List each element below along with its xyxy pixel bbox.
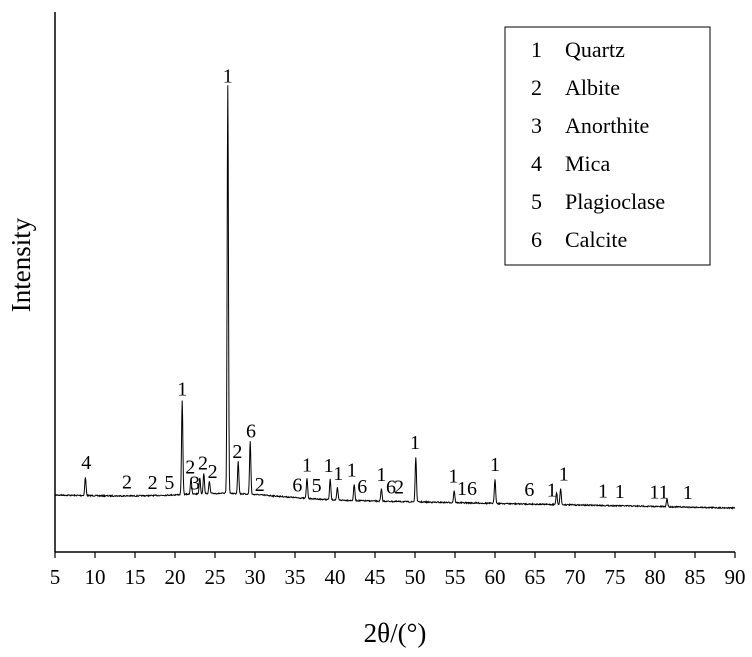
x-ticks: 5 10 15 20 25 30 35 40 45 50 55 60 65 70 75 80 85 90	[50, 552, 746, 589]
peak-label: 1	[410, 432, 420, 454]
x-tick-label: 90	[725, 565, 746, 589]
x-tick-label: 85	[685, 565, 706, 589]
peak-label: 4	[81, 452, 91, 474]
legend-label: Quartz	[565, 37, 625, 62]
peak-label: 1	[347, 459, 357, 481]
peak-label: 1	[302, 454, 312, 476]
peak-label: 1	[376, 464, 386, 486]
peak-label: 1	[324, 455, 334, 477]
peak-label: 1	[559, 463, 569, 485]
legend: 1 Quartz 2 Albite 3 Anorthite 4 Mica 5 Plagioclas…	[504, 26, 711, 266]
peak-label: 2	[232, 441, 242, 463]
legend-key: 5	[531, 189, 542, 214]
peak-label: 2	[185, 456, 195, 478]
peak-label: 5	[164, 472, 174, 494]
legend-key: 3	[531, 113, 542, 138]
x-tick-label: 80	[645, 565, 666, 589]
plot-area	[54, 12, 735, 553]
x-tick-label: 15	[125, 565, 146, 589]
peak-label: 1	[615, 481, 625, 503]
peak-label: 1	[448, 465, 458, 487]
x-tick-label: 50	[405, 565, 426, 589]
peak-label: 6	[246, 421, 256, 443]
xrd-pattern-line	[54, 85, 736, 510]
peak-label: 6	[357, 476, 367, 498]
legend-label: Calcite	[565, 227, 627, 252]
legend-key: 4	[531, 151, 542, 176]
y-axis-title: Intensity	[6, 217, 36, 312]
peak-label: 11	[649, 482, 668, 504]
legend-label: Albite	[565, 75, 620, 100]
peak-label: 2	[148, 472, 158, 494]
peak-label: 1	[683, 482, 693, 504]
x-tick-label: 20	[165, 565, 186, 589]
legend-label: Plagioclase	[565, 189, 665, 214]
legend-key: 2	[531, 75, 542, 100]
x-tick-label: 40	[325, 565, 346, 589]
legend-key: 1	[531, 37, 542, 62]
x-tick-label: 25	[205, 565, 226, 589]
peak-label: 3	[190, 473, 200, 495]
x-tick-label: 75	[605, 565, 626, 589]
x-axis-title: 2θ/(°)	[364, 618, 427, 648]
x-tick-label: 45	[365, 565, 386, 589]
x-tick-label: 30	[245, 565, 266, 589]
legend-label: Mica	[565, 151, 610, 176]
x-tick-label: 60	[485, 565, 506, 589]
x-tick-label: 5	[50, 565, 61, 589]
x-tick-label: 35	[285, 565, 306, 589]
peak-label: 5	[312, 475, 322, 497]
peak-label: 2	[208, 461, 218, 483]
peak-label: 1	[547, 480, 557, 502]
peak-label: 2	[122, 471, 132, 493]
peak-label: 2	[255, 474, 265, 496]
x-tick-label: 70	[565, 565, 586, 589]
peak-label: 6	[386, 476, 396, 498]
peak-label: 2	[394, 477, 404, 499]
peak-label: 1	[223, 65, 233, 87]
peak-label: 16	[457, 478, 477, 500]
peak-label: 1	[177, 379, 187, 401]
peak-label: 6	[292, 475, 302, 497]
legend-box	[504, 26, 711, 266]
peak-label: 1	[490, 454, 500, 476]
peak-label: 2	[198, 452, 208, 474]
legend-label: Anorthite	[565, 113, 649, 138]
peak-label: 1	[333, 463, 343, 485]
x-tick-label: 10	[85, 565, 106, 589]
x-tick-label: 55	[445, 565, 466, 589]
x-tick-label: 65	[525, 565, 546, 589]
legend-key: 6	[531, 227, 542, 252]
peak-label: 1	[598, 481, 608, 503]
peak-label: 6	[524, 479, 534, 501]
